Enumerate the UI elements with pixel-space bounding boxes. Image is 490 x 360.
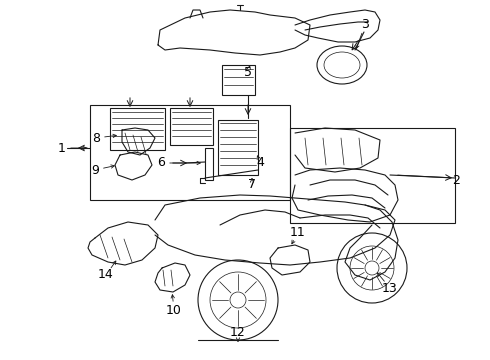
- Text: 6: 6: [157, 157, 165, 170]
- Text: 13: 13: [382, 282, 398, 294]
- Text: 9: 9: [91, 163, 99, 176]
- Text: 3: 3: [361, 18, 369, 31]
- Text: 2: 2: [452, 174, 460, 186]
- Text: 4: 4: [256, 156, 264, 168]
- Text: 11: 11: [290, 226, 306, 239]
- Text: 8: 8: [92, 131, 100, 144]
- Text: 7: 7: [248, 179, 256, 192]
- Text: 12: 12: [230, 325, 246, 338]
- Text: 14: 14: [98, 269, 114, 282]
- Text: 1: 1: [58, 141, 66, 154]
- Bar: [90, 105, 290, 200]
- Text: 10: 10: [166, 303, 182, 316]
- Bar: [290, 128, 455, 223]
- Text: 5: 5: [244, 66, 252, 78]
